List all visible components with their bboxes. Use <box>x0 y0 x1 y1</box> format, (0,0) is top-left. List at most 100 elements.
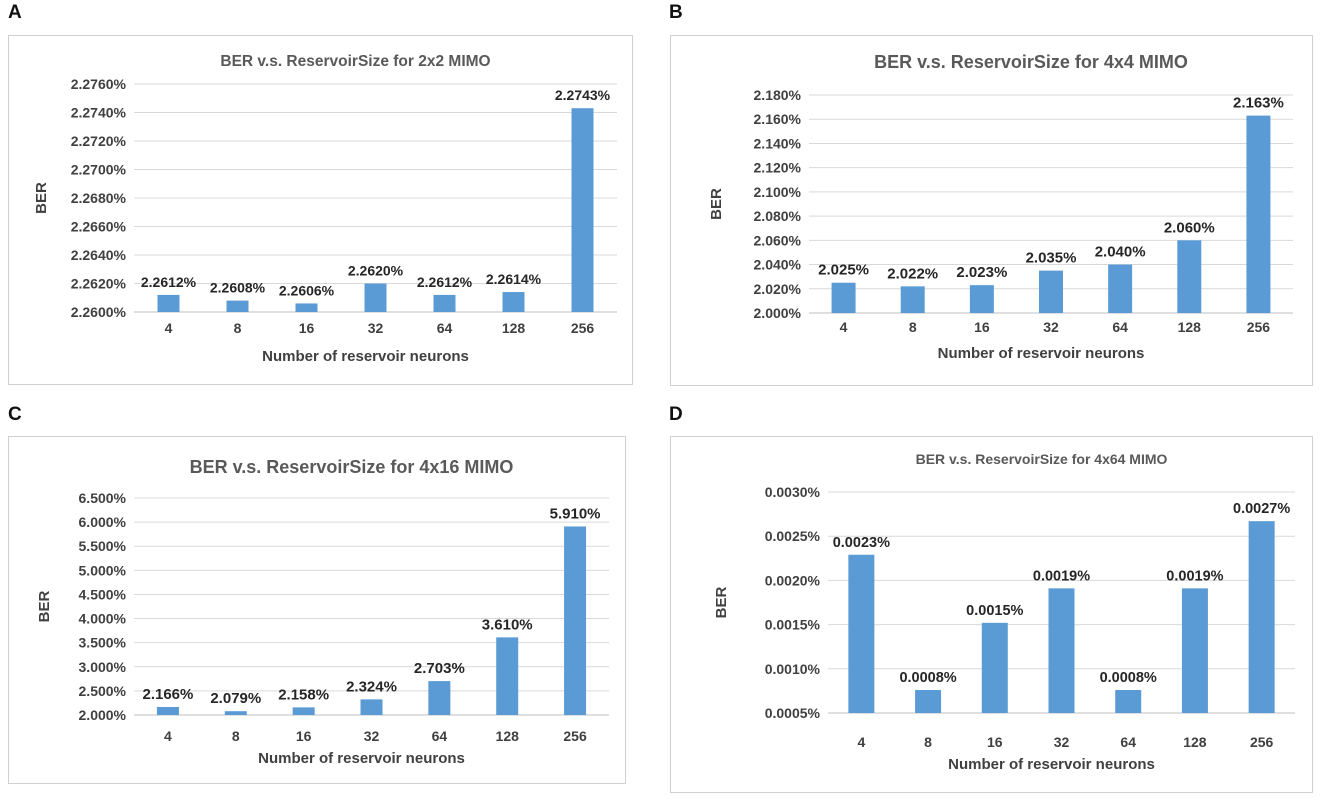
chart-c-bar <box>428 681 451 715</box>
chart-a-category-label: 8 <box>234 320 242 336</box>
chart-d-category-label: 4 <box>857 734 865 750</box>
chart-b-bar <box>1108 264 1133 313</box>
chart-c-ylabel: BER <box>36 590 53 622</box>
chart-c-ytick-label: 6.500% <box>79 490 127 506</box>
chart-d-bar <box>1248 521 1275 713</box>
chart-d-category-label: 64 <box>1120 734 1136 750</box>
chart-b-ytick-label: 2.060% <box>754 232 802 248</box>
chart-c-ytick-label: 6.000% <box>79 514 127 530</box>
chart-b-value-label: 2.022% <box>887 265 938 282</box>
chart-b-value-label: 2.025% <box>818 262 869 279</box>
chart-d-value-label: 0.0019% <box>1166 568 1223 584</box>
chart-d-xlabel: Number of reservoir neurons <box>948 756 1155 773</box>
chart-a-bar <box>364 283 387 312</box>
chart-panel-d: BER v.s. ReservoirSize for 4x64 MIMO 0.00… <box>670 436 1313 793</box>
chart-b-title: BER v.s. ReservoirSize for 4x4 MIMO <box>874 52 1188 72</box>
chart-a-bar <box>571 108 594 312</box>
chart-c-category-label: 8 <box>232 728 240 744</box>
chart-d-svg: BER v.s. ReservoirSize for 4x64 MIMO 0.00… <box>713 451 1295 773</box>
chart-d-ytick-label: 0.0025% <box>765 528 821 544</box>
chart-a-ytick-label: 2.2760% <box>71 76 127 92</box>
chart-c-ytick-label: 5.000% <box>79 562 127 578</box>
chart-d-ytick-label: 0.0015% <box>765 617 821 633</box>
chart-d-category-label: 32 <box>1054 734 1070 750</box>
chart-a-title: BER v.s. ReservoirSize for 2x2 MIMO <box>220 53 490 70</box>
chart-c-ytick-label: 3.000% <box>79 659 127 675</box>
chart-a-ytick-label: 2.2680% <box>71 190 127 206</box>
chart-b-bar <box>1177 240 1202 313</box>
chart-c-ytick-label: 5.500% <box>79 538 127 554</box>
chart-d-category-label: 16 <box>987 734 1003 750</box>
chart-d-value-label: 0.0008% <box>1100 670 1157 686</box>
chart-d-ytick-label: 0.0010% <box>765 661 821 677</box>
chart-c-value-label: 5.910% <box>550 505 601 522</box>
chart-d-value-label: 0.0008% <box>899 670 956 686</box>
chart-c-category-label: 4 <box>164 728 172 744</box>
chart-a-ytick-label: 2.2620% <box>71 276 127 292</box>
chart-d-category-label: 8 <box>924 734 932 750</box>
chart-d-ylabel: BER <box>713 586 730 618</box>
chart-d-bar <box>1115 690 1142 713</box>
chart-b-category-label: 16 <box>974 319 990 335</box>
chart-b-category-label: 256 <box>1247 319 1271 335</box>
chart-a-bar <box>433 294 456 312</box>
chart-a-bar <box>226 300 249 312</box>
chart-b-value-label: 2.035% <box>1026 250 1077 267</box>
panel-letter-a: A <box>8 2 22 23</box>
chart-d-category-label: 256 <box>1250 734 1274 750</box>
chart-c-ytick-label: 4.000% <box>79 611 127 627</box>
chart-c-value-label: 2.703% <box>414 660 465 677</box>
chart-b-ytick-label: 2.120% <box>754 160 802 176</box>
chart-c-bar <box>156 706 179 715</box>
chart-c-bar <box>564 526 587 715</box>
chart-b-bar <box>969 285 994 313</box>
chart-c-bar <box>360 699 383 715</box>
chart-d-bar <box>848 554 875 713</box>
chart-panel-b: BER v.s. ReservoirSize for 4x4 MIMO 2.000… <box>670 35 1313 386</box>
chart-a-value-label: 2.2612% <box>141 274 197 290</box>
panel-letter-c: C <box>8 404 22 425</box>
chart-d-bar <box>981 622 1008 713</box>
chart-b-bar <box>831 282 856 313</box>
chart-a-ytick-label: 2.2700% <box>71 162 127 178</box>
chart-d-ytick-label: 0.0005% <box>765 705 821 721</box>
chart-d-value-label: 0.0023% <box>833 535 890 551</box>
chart-b-category-label: 4 <box>840 319 848 335</box>
chart-d-bar <box>915 690 942 713</box>
chart-b-category-label: 64 <box>1112 319 1128 335</box>
chart-c-bar <box>292 707 315 715</box>
chart-a-bar <box>157 294 180 312</box>
chart-d-title: BER v.s. ReservoirSize for 4x64 MIMO <box>916 451 1168 467</box>
panel-letter-d: D <box>669 404 683 425</box>
chart-b-ytick-label: 2.000% <box>754 305 802 321</box>
chart-c-value-label: 2.158% <box>278 686 329 703</box>
chart-b-ytick-label: 2.040% <box>754 257 802 273</box>
chart-c-bar <box>496 637 519 715</box>
chart-c-value-label: 2.166% <box>142 686 193 703</box>
chart-d-bar <box>1181 588 1208 713</box>
chart-a-ytick-label: 2.2740% <box>71 105 127 121</box>
chart-b-ytick-label: 2.020% <box>754 281 802 297</box>
chart-panel-c: BER v.s. ReservoirSize for 4x16 MIMO 2.00… <box>8 436 626 784</box>
chart-a-ytick-label: 2.2600% <box>71 304 127 320</box>
chart-c-ytick-label: 2.000% <box>79 707 127 723</box>
chart-a-value-label: 2.2620% <box>348 263 404 279</box>
chart-c-bar <box>224 711 247 715</box>
chart-a-xlabel: Number of reservoir neurons <box>262 348 469 365</box>
chart-a-value-label: 2.2612% <box>417 274 473 290</box>
chart-c-category-label: 32 <box>364 728 380 744</box>
chart-b-value-label: 2.040% <box>1095 244 1146 261</box>
chart-b-ytick-label: 2.180% <box>754 87 802 103</box>
chart-d-ytick-label: 0.0020% <box>765 572 821 588</box>
chart-a-ytick-label: 2.2660% <box>71 219 127 235</box>
chart-a-ylabel: BER <box>33 182 50 214</box>
chart-c-value-label: 2.324% <box>346 678 397 695</box>
chart-a-category-label: 256 <box>571 320 595 336</box>
chart-b-value-label: 2.060% <box>1164 219 1215 236</box>
chart-b-xlabel: Number of reservoir neurons <box>938 345 1145 362</box>
chart-a-category-label: 128 <box>502 320 526 336</box>
chart-a-ytick-label: 2.2640% <box>71 247 127 263</box>
chart-d-value-label: 0.0019% <box>1033 568 1090 584</box>
chart-a-value-label: 2.2614% <box>486 271 542 287</box>
chart-c-category-label: 16 <box>296 728 312 744</box>
